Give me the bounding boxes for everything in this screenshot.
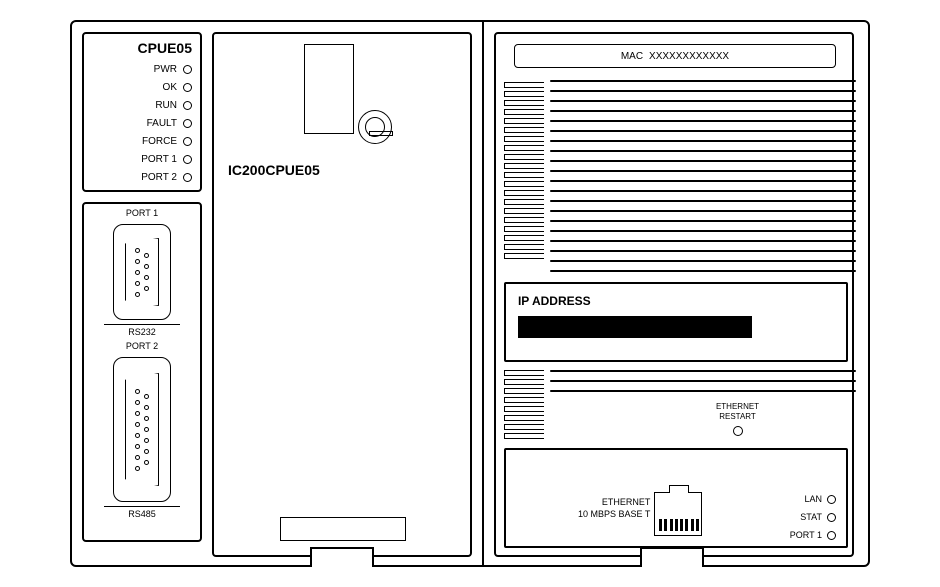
led-force: FORCE — [88, 132, 192, 150]
port2-type: RS485 — [104, 506, 180, 519]
center-cover-panel: IC200CPUE05 — [212, 32, 472, 557]
led-port2: PORT 2 — [88, 168, 192, 186]
ip-address-label: IP ADDRESS — [518, 294, 591, 308]
mac-value: XXXXXXXXXXXX — [649, 51, 729, 62]
vent-slots-mid — [550, 370, 856, 400]
latch-slot — [304, 44, 354, 134]
ethernet-restart-button: ETHERNET RESTART — [716, 402, 759, 436]
ethernet-port-panel: ETHERNET 10 MBPS BASE T LAN STAT PORT 1 — [504, 448, 848, 548]
led-icon — [183, 173, 192, 182]
module-title: CPUE05 — [88, 40, 192, 56]
side-notches — [504, 82, 544, 262]
db9-pins — [125, 238, 159, 306]
plc-module-outline: CPUE05 PWR OK RUN FAULT FORCE PORT 1 POR… — [70, 20, 870, 567]
left-section: CPUE05 PWR OK RUN FAULT FORCE PORT 1 POR… — [72, 22, 480, 565]
restart-button-icon — [733, 426, 743, 436]
model-number: IC200CPUE05 — [228, 162, 320, 178]
bottom-slot — [280, 517, 406, 541]
din-clip — [310, 547, 374, 567]
ethernet-leds: LAN STAT PORT 1 — [790, 490, 836, 544]
rj45-port-icon — [654, 492, 702, 536]
ethernet-label: ETHERNET 10 MBPS BASE T — [578, 496, 650, 520]
led-icon — [183, 155, 192, 164]
led-icon — [183, 101, 192, 110]
led-run: RUN — [88, 96, 192, 114]
din-clip-right — [640, 547, 704, 567]
port2-db15-connector — [113, 357, 171, 502]
vent-slots-top — [550, 80, 856, 280]
led-icon — [183, 83, 192, 92]
led-icon — [183, 65, 192, 74]
ip-address-box: IP ADDRESS — [504, 282, 848, 362]
led-icon — [827, 531, 836, 540]
screw-icon — [358, 110, 392, 144]
mac-label: MAC — [621, 51, 643, 62]
led-port1: PORT 1 — [88, 150, 192, 168]
ip-address-field — [518, 316, 752, 338]
db15-pins — [125, 373, 159, 486]
led-icon — [827, 513, 836, 522]
led-lan: LAN — [790, 490, 836, 508]
port1-type: RS232 — [104, 324, 180, 337]
led-icon — [183, 119, 192, 128]
port1-label: PORT 1 — [84, 208, 200, 218]
serial-ports-panel: PORT 1 RS232 PORT 2 RS485 — [82, 202, 202, 542]
status-led-panel: CPUE05 PWR OK RUN FAULT FORCE PORT 1 POR… — [82, 32, 202, 192]
ethernet-panel: MAC XXXXXXXXXXXX IP ADDRESS — [494, 32, 854, 557]
mac-address-slot: MAC XXXXXXXXXXXX — [514, 44, 836, 68]
port1-db9-connector — [113, 224, 171, 320]
led-icon — [183, 137, 192, 146]
port2-label: PORT 2 — [84, 341, 200, 351]
side-notches-mid — [504, 370, 544, 442]
led-stat: STAT — [790, 508, 836, 526]
led-fault: FAULT — [88, 114, 192, 132]
led-port1-eth: PORT 1 — [790, 526, 836, 544]
led-ok: OK — [88, 78, 192, 96]
right-section: MAC XXXXXXXXXXXX IP ADDRESS — [480, 22, 868, 565]
led-icon — [827, 495, 836, 504]
led-pwr: PWR — [88, 60, 192, 78]
